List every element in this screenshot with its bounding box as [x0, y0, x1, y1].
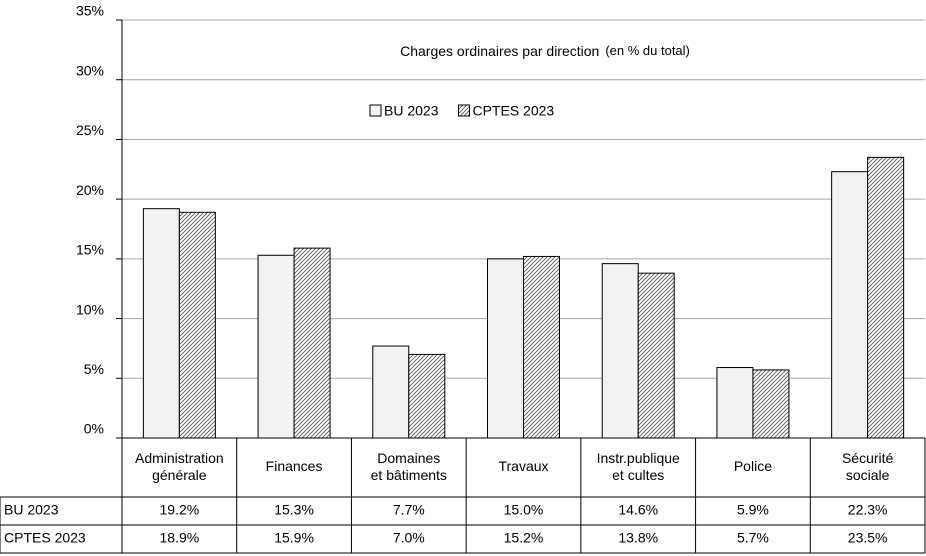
- y-tick-label: 35%: [76, 3, 104, 19]
- legend-swatch: [369, 104, 382, 117]
- table-cell: 15.9%: [274, 530, 314, 546]
- table-cell: 22.3%: [848, 502, 888, 518]
- chart-title: Charges ordinaires par direction (en % du…: [400, 43, 690, 59]
- x-tick-label: Administration générale: [135, 450, 224, 483]
- table-cell: 18.9%: [160, 530, 200, 546]
- x-tick-label: Travaux: [498, 458, 548, 474]
- legend-label: CPTES 2023: [472, 103, 554, 119]
- bar: [178, 211, 216, 439]
- table-cell: 15.2%: [504, 530, 544, 546]
- x-tick-label: Instr.publique et cultes: [597, 450, 680, 483]
- title-note: (en % du total): [605, 43, 690, 58]
- y-tick-label: 5%: [84, 361, 104, 377]
- bar: [523, 255, 560, 439]
- bar: [408, 353, 446, 439]
- table-cell: 15.0%: [504, 502, 544, 518]
- legend-label: BU 2023: [384, 103, 439, 119]
- y-tick-label: 15%: [76, 242, 104, 258]
- x-tick-label: Police: [734, 458, 772, 474]
- bar: [716, 367, 754, 439]
- table-cell: 13.8%: [618, 530, 658, 546]
- table-cell: 7.7%: [393, 502, 425, 518]
- table-cell: 5.9%: [737, 502, 769, 518]
- bar: [372, 345, 410, 439]
- y-tick-label: 10%: [76, 301, 104, 317]
- bar: [637, 272, 675, 439]
- bar: [831, 171, 869, 439]
- y-tick-label: 20%: [76, 182, 104, 198]
- x-tick-label: Sécurité sociale: [842, 450, 894, 483]
- bar: [257, 254, 295, 439]
- bar: [601, 263, 639, 439]
- table-cell: 19.2%: [160, 502, 200, 518]
- bar: [293, 247, 331, 439]
- bar: [752, 369, 790, 439]
- table-row-header: CPTES 2023: [4, 530, 86, 546]
- x-tick-label: Domaines et bâtiments: [371, 450, 447, 483]
- bar: [142, 208, 180, 439]
- table-cell: 14.6%: [618, 502, 658, 518]
- table-cell: 23.5%: [848, 530, 888, 546]
- x-tick-label: Finances: [266, 458, 323, 474]
- table-cell: 7.0%: [393, 530, 425, 546]
- y-tick-label: 30%: [76, 62, 104, 78]
- y-tick-label: 0%: [84, 421, 104, 437]
- bar: [867, 156, 905, 439]
- table-row-header: BU 2023: [4, 502, 59, 518]
- legend-swatch: [457, 104, 470, 117]
- table-cell: 15.3%: [274, 502, 314, 518]
- table-cell: 5.7%: [737, 530, 769, 546]
- y-tick-label: 25%: [76, 122, 104, 138]
- bar: [487, 258, 524, 439]
- title-main: Charges ordinaires par direction: [400, 43, 599, 59]
